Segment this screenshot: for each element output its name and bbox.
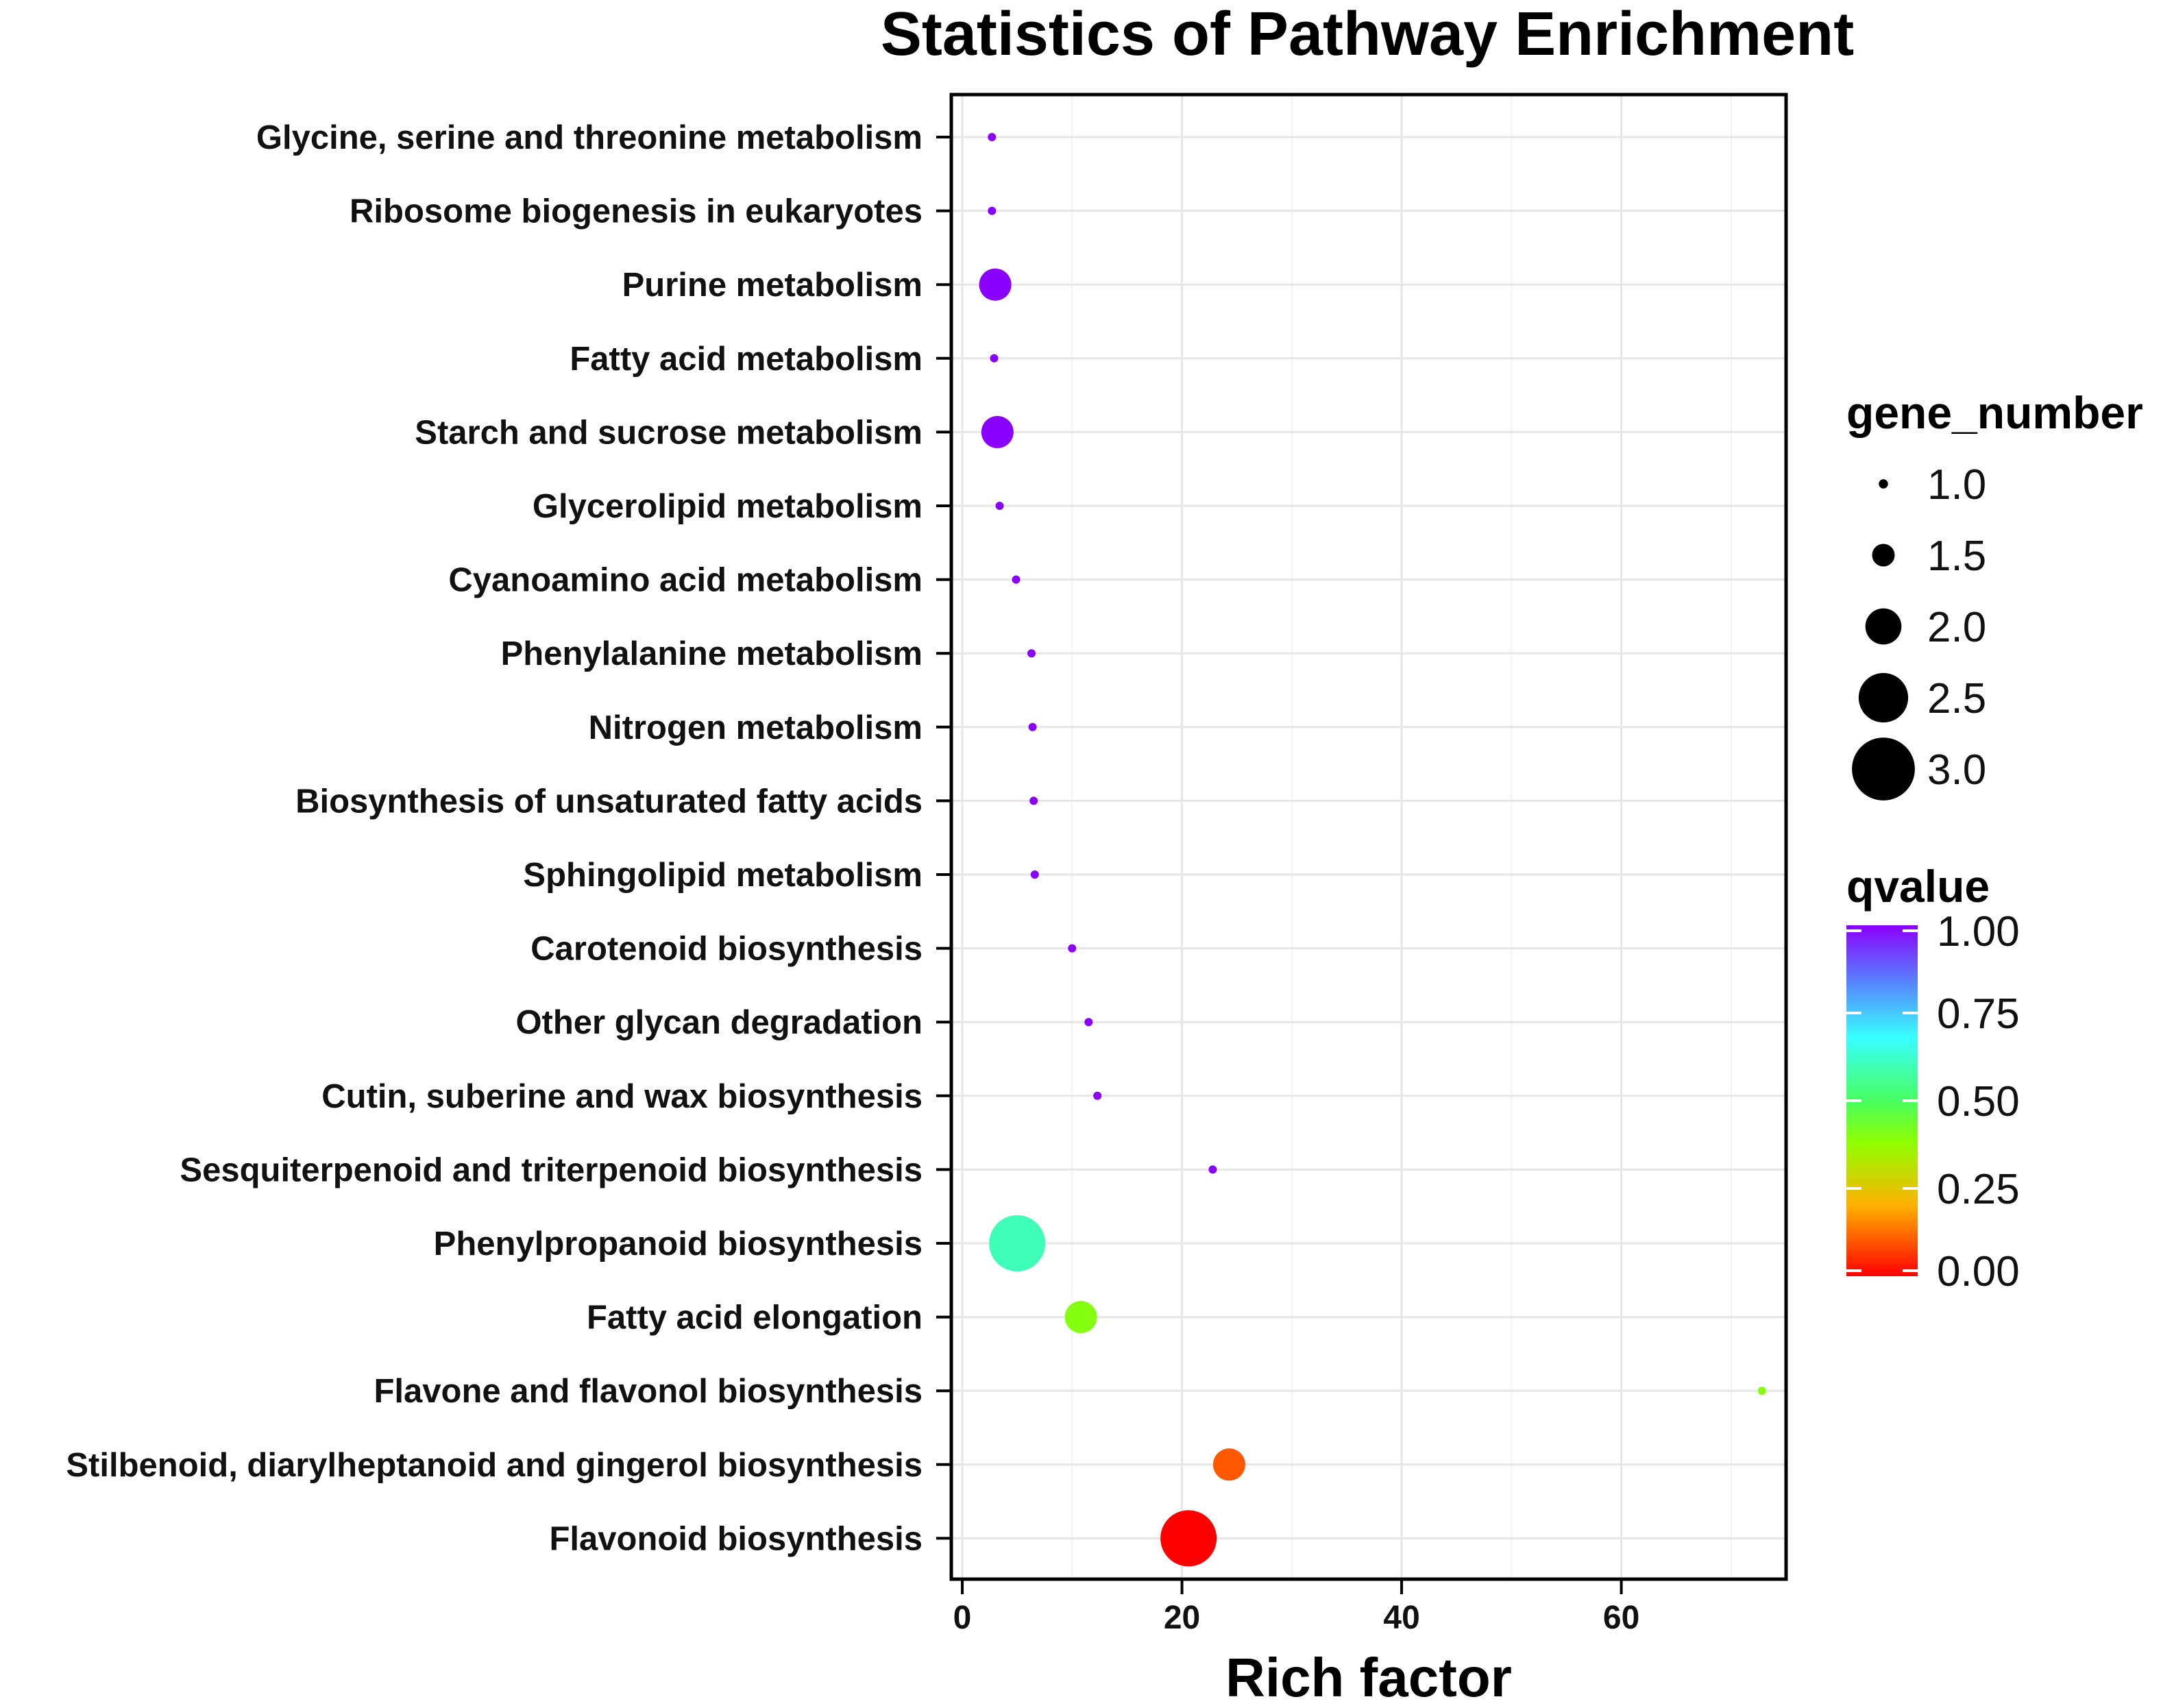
data-points: [979, 133, 1766, 1567]
chart-title: Statistics of Pathway Enrichment: [881, 0, 1854, 69]
category-label: Fatty acid elongation: [587, 1300, 923, 1337]
data-point: [990, 354, 999, 363]
size-legend-dot: [1852, 737, 1915, 801]
category-label: Carotenoid biosynthesis: [530, 931, 923, 968]
size-legend-label: 3.0: [1927, 746, 1986, 794]
data-point: [1084, 1018, 1093, 1027]
x-tick-label: 0: [953, 1600, 972, 1636]
qvalue-legend: qvalue 1.00 0.75 0.50 0.25 0.00: [1846, 861, 2020, 1295]
qvalue-legend-title: qvalue: [1846, 861, 1990, 912]
data-point: [1030, 870, 1039, 879]
data-point: [979, 268, 1012, 301]
x-axis: 0 20 40 60: [953, 1579, 1639, 1636]
qvalue-legend-label: 0.25: [1937, 1166, 2020, 1213]
qvalue-legend-label: 0.50: [1937, 1078, 2020, 1125]
gene-number-legend: gene_number 1.0 1.5 2.0 2.5 3.0: [1846, 387, 2143, 801]
data-point: [1208, 1165, 1217, 1174]
x-axis-title: Rich factor: [1225, 1647, 1512, 1708]
category-label: Phenylalanine metabolism: [501, 635, 923, 672]
data-point: [988, 206, 997, 215]
data-point: [1068, 944, 1077, 953]
category-label: Glycine, serine and threonine metabolism: [256, 119, 923, 156]
gridlines: [951, 95, 1786, 1579]
size-legend-label: 2.0: [1927, 604, 1986, 651]
gene-number-legend-title: gene_number: [1846, 387, 2143, 438]
data-point: [1757, 1387, 1766, 1395]
x-tick-label: 20: [1164, 1600, 1200, 1636]
data-point: [1012, 575, 1021, 584]
data-point: [1028, 722, 1037, 731]
data-point: [1027, 649, 1036, 658]
y-axis: Glycine, serine and threonine metabolism…: [66, 119, 951, 1557]
data-point: [1093, 1091, 1102, 1100]
data-point: [1160, 1510, 1217, 1567]
data-point: [995, 502, 1004, 510]
category-label: Biosynthesis of unsaturated fatty acids: [295, 783, 923, 820]
category-label: Flavonoid biosynthesis: [549, 1520, 923, 1557]
category-label: Sesquiterpenoid and triterpenoid biosynt…: [180, 1151, 923, 1188]
category-label: Fatty acid metabolism: [570, 341, 923, 378]
plot-area: Glycine, serine and threonine metabolism…: [66, 93, 1788, 1636]
category-label: Starch and sucrose metabolism: [415, 414, 923, 451]
data-point: [1212, 1448, 1245, 1481]
data-point: [1029, 796, 1038, 805]
plot-background: [951, 95, 1786, 1579]
category-label: Phenylpropanoid biosynthesis: [434, 1225, 923, 1262]
category-label: Purine metabolism: [622, 267, 923, 304]
category-label: Stilbenoid, diarylheptanoid and gingerol…: [66, 1447, 923, 1484]
category-label: Other glycan degradation: [515, 1004, 923, 1041]
size-legend-dot: [1879, 479, 1888, 489]
category-label: Ribosome biogenesis in eukaryotes: [350, 193, 923, 230]
plot-border: [949, 93, 1788, 1581]
data-point: [989, 1215, 1046, 1271]
category-label: Glycerolipid metabolism: [533, 488, 923, 525]
size-legend-label: 1.0: [1927, 461, 1986, 509]
category-label: Cutin, suberine and wax biosynthesis: [321, 1078, 923, 1115]
qvalue-legend-label: 1.00: [1937, 908, 2020, 955]
size-legend-label: 1.5: [1927, 533, 1986, 580]
size-legend-dot: [1872, 544, 1895, 567]
category-label: Sphingolipid metabolism: [523, 857, 923, 894]
category-label: Cyanoamino acid metabolism: [448, 562, 923, 599]
x-tick-label: 40: [1383, 1600, 1419, 1636]
data-point: [1064, 1301, 1097, 1334]
qvalue-legend-label: 0.00: [1937, 1248, 2020, 1295]
data-point: [981, 415, 1014, 448]
x-tick-label: 60: [1603, 1600, 1639, 1636]
size-legend-dot: [1865, 608, 1902, 645]
data-point: [988, 133, 997, 141]
category-label: Flavone and flavonol biosynthesis: [374, 1373, 923, 1410]
size-legend-dot: [1858, 672, 1909, 723]
size-legend-label: 2.5: [1927, 675, 1986, 722]
category-label: Nitrogen metabolism: [589, 709, 923, 746]
qvalue-legend-label: 0.75: [1937, 990, 2020, 1038]
